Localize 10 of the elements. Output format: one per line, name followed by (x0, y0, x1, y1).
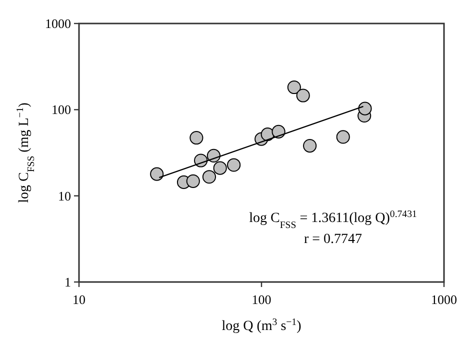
y-tick-label: 1 (64, 274, 71, 290)
annotation: r = 0.7747 (304, 232, 362, 247)
y-tick-label: 100 (52, 102, 71, 118)
x-tick-label: 100 (252, 292, 272, 307)
x-axis-title: log Q (m$^{3}$ s$^{−1}$) (222, 316, 302, 334)
y-tick-label: 1000 (45, 16, 71, 31)
x-tick-label: 1000 (431, 292, 457, 307)
annotation: log C$_{FSS}$ = 1.3611(log Q)$^{0.7431}$ (249, 208, 417, 230)
y-tick-label: 10 (58, 188, 71, 204)
x-tick-label: 10 (72, 292, 86, 307)
